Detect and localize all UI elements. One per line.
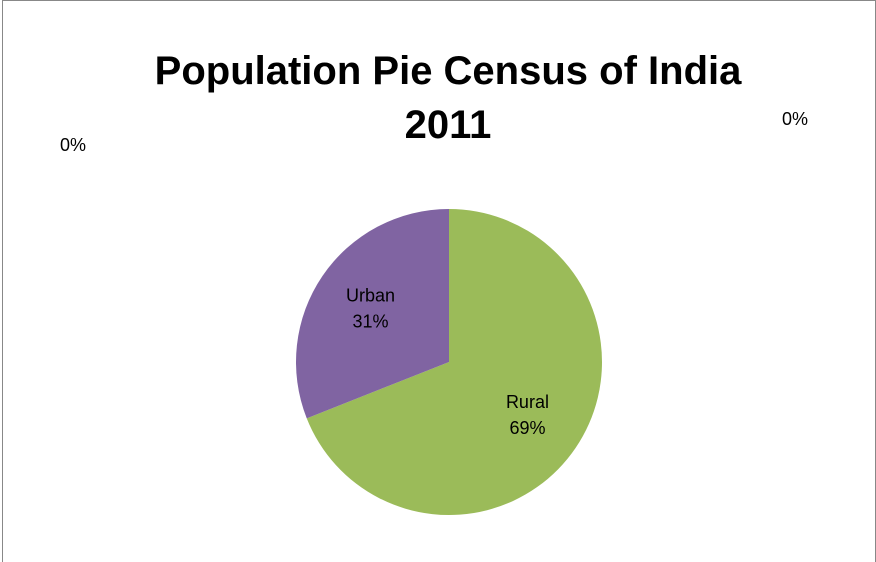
pie-slice bbox=[306, 209, 602, 515]
slice-value-label: 69% bbox=[509, 418, 545, 438]
slice-category-label: Urban bbox=[346, 285, 395, 305]
pie-slice bbox=[296, 209, 449, 419]
slice-value-label: 0% bbox=[60, 135, 86, 155]
chart-title: Population Pie Census of India 2011 bbox=[154, 49, 742, 147]
slice-value-label: 31% bbox=[353, 311, 389, 331]
slice-value-label: 0% bbox=[782, 109, 808, 129]
slice-category-label: Rural bbox=[506, 392, 549, 412]
